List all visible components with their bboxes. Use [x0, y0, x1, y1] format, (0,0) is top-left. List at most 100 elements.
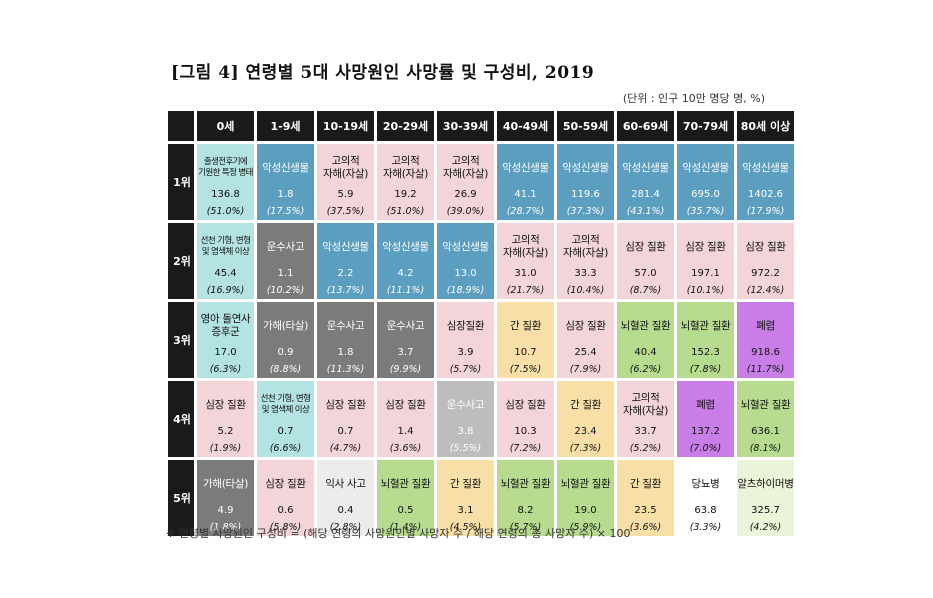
cause-name: 고의적 자해(자살) [502, 234, 549, 259]
composition-ratio: (8.8%) [269, 364, 302, 375]
composition-ratio: (37.3%) [566, 206, 605, 217]
cause-name: 뇌혈관 질환 [560, 477, 611, 490]
cause-name: 출생전후기에 기원한 특정 병태 [198, 157, 253, 178]
composition-ratio: (3.6%) [389, 443, 422, 454]
cause-cell: 심장 질환 0.7 (4.7%) [317, 381, 374, 457]
footnote: ※ 연령별 사망원인 구성비 = (해당 연령의 사망원인별 사망자 수 / 해… [166, 527, 631, 540]
composition-ratio: (5.8%) [269, 522, 302, 533]
cause-name: 폐렴 [756, 319, 775, 332]
cause-cell: 심장 질환 25.4 (7.9%) [557, 302, 614, 378]
composition-ratio: (6.2%) [629, 364, 662, 375]
rank-label: 2위 [168, 223, 194, 299]
death-rate: 1.1 [277, 268, 294, 279]
cause-cell: 악성신생물 1402.6 (17.9%) [737, 144, 794, 220]
composition-ratio: (10.4%) [566, 285, 605, 296]
causes-of-death-table: 0세 1-9세 10-19세 20-29세 30-39세 40-49세 50-59세 60-6… [168, 111, 794, 536]
composition-ratio: (8.1%) [749, 443, 782, 454]
cause-cell: 간 질환 23.4 (7.3%) [557, 381, 614, 457]
death-rate: 40.4 [634, 347, 657, 358]
composition-ratio: (18.9%) [446, 285, 485, 296]
cause-cell: 영아 돌연사 증후군 17.0 (6.3%) [197, 302, 254, 378]
cause-cell: 심장 질환 1.4 (3.6%) [377, 381, 434, 457]
death-rate: 4.9 [217, 505, 234, 516]
cause-cell: 선천 기형, 변형 및 염색체 이상 45.4 (16.9%) [197, 223, 254, 299]
cause-cell: 고의적 자해(자살) 31.0 (21.7%) [497, 223, 554, 299]
age-header: 20-29세 [377, 111, 434, 141]
cause-cell: 운수사고 3.8 (5.5%) [437, 381, 494, 457]
composition-ratio: (39.0%) [446, 206, 485, 217]
rank-label: 5위 [168, 460, 194, 536]
cause-name: 운수사고 [326, 319, 365, 332]
composition-ratio: (43.1%) [626, 206, 665, 217]
cause-name: 고의적 자해(자살) [442, 155, 489, 180]
cause-cell: 악성신생물 119.6 (37.3%) [557, 144, 614, 220]
death-rate: 136.8 [211, 189, 240, 200]
death-rate: 25.4 [574, 347, 597, 358]
cause-name: 악성신생물 [262, 161, 309, 174]
composition-ratio: (7.8%) [689, 364, 722, 375]
death-rate: 63.8 [694, 505, 717, 516]
cause-cell: 선천 기형, 변형 및 염색체 이상 0.7 (6.6%) [257, 381, 314, 457]
age-header: 80세 이상 [737, 111, 794, 141]
composition-ratio: (6.3%) [209, 364, 242, 375]
composition-ratio: (11.3%) [326, 364, 365, 375]
cause-cell: 뇌혈관 질환 19.0 (5.9%) [557, 460, 614, 536]
death-rate: 33.3 [574, 268, 597, 279]
cause-name: 간 질환 [449, 477, 482, 490]
cause-cell: 심장 질환 57.0 (8.7%) [617, 223, 674, 299]
cause-name: 뇌혈관 질환 [500, 477, 551, 490]
cause-cell: 뇌혈관 질환 40.4 (6.2%) [617, 302, 674, 378]
cause-cell: 악성신생물 41.1 (28.7%) [497, 144, 554, 220]
cause-cell: 운수사고 3.7 (9.9%) [377, 302, 434, 378]
cause-name: 선천 기형, 변형 및 염색체 이상 [260, 394, 311, 415]
composition-ratio: (13.7%) [326, 285, 365, 296]
composition-ratio: (17.9%) [746, 206, 785, 217]
composition-ratio: (1.4%) [389, 522, 422, 533]
death-rate: 19.0 [574, 505, 597, 516]
age-header: 70-79세 [677, 111, 734, 141]
cause-name: 익사 사고 [325, 477, 366, 490]
composition-ratio: (3.6%) [629, 522, 662, 533]
death-rate: 0.7 [337, 426, 354, 437]
cause-name: 고의적 자해(자살) [382, 155, 429, 180]
death-rate: 3.8 [457, 426, 474, 437]
cause-cell: 악성신생물 4.2 (11.1%) [377, 223, 434, 299]
cause-cell: 뇌혈관 질환 636.1 (8.1%) [737, 381, 794, 457]
cause-cell: 가해(타살) 0.9 (8.8%) [257, 302, 314, 378]
age-header: 60-69세 [617, 111, 674, 141]
death-rate: 5.9 [337, 189, 354, 200]
death-rate: 137.2 [691, 426, 720, 437]
cause-name: 악성신생물 [742, 161, 789, 174]
cause-name: 악성신생물 [382, 240, 429, 253]
cause-name: 뇌혈관 질환 [680, 319, 731, 332]
cause-name: 운수사고 [266, 240, 305, 253]
age-header: 40-49세 [497, 111, 554, 141]
composition-ratio: (51.0%) [206, 206, 245, 217]
death-rate: 197.1 [691, 268, 720, 279]
cause-name: 악성신생물 [562, 161, 609, 174]
composition-ratio: (51.0%) [386, 206, 425, 217]
rank-label: 4위 [168, 381, 194, 457]
composition-ratio: (7.5%) [509, 364, 542, 375]
composition-ratio: (7.0%) [689, 443, 722, 454]
cause-cell: 간 질환 10.7 (7.5%) [497, 302, 554, 378]
composition-ratio: (9.9%) [389, 364, 422, 375]
death-rate: 695.0 [691, 189, 720, 200]
age-header: 30-39세 [437, 111, 494, 141]
unit-note: (단위 : 인구 10만 명당 명, %) [622, 92, 765, 105]
cause-name: 가해(타살) [202, 477, 249, 490]
cause-name: 악성신생물 [322, 240, 369, 253]
death-rate: 10.7 [514, 347, 537, 358]
composition-ratio: (5.7%) [509, 522, 542, 533]
death-rate: 1.4 [397, 426, 414, 437]
cause-cell: 뇌혈관 질환 0.5 (1.4%) [377, 460, 434, 536]
composition-ratio: (5.2%) [629, 443, 662, 454]
cause-name: 심장 질환 [685, 240, 726, 253]
cause-cell: 뇌혈관 질환 8.2 (5.7%) [497, 460, 554, 536]
cause-name: 뇌혈관 질환 [740, 398, 791, 411]
death-rate: 918.6 [751, 347, 780, 358]
cause-cell: 심장 질환 972.2 (12.4%) [737, 223, 794, 299]
corner-header [168, 111, 194, 141]
cause-cell: 심장질환 3.9 (5.7%) [437, 302, 494, 378]
death-rate: 23.5 [634, 505, 657, 516]
